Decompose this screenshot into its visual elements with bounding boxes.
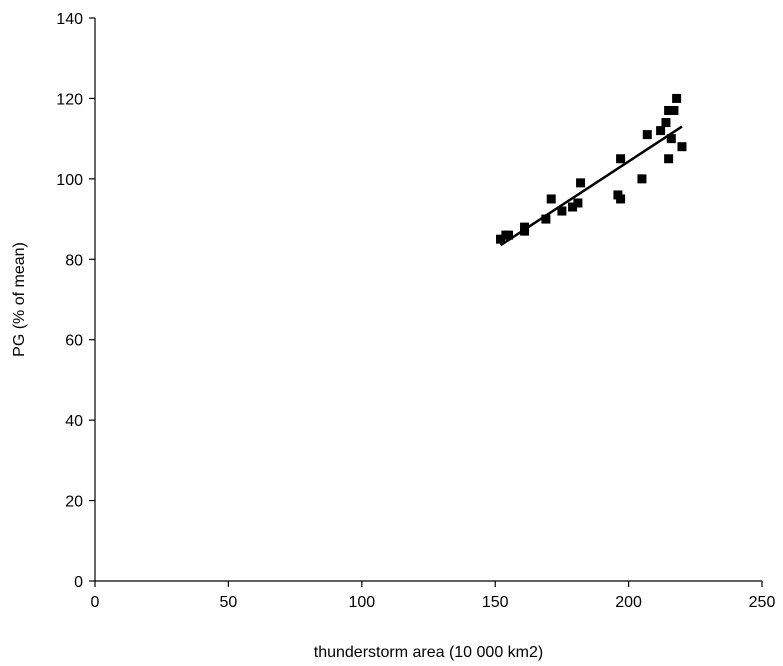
data-point bbox=[504, 230, 514, 240]
data-point bbox=[666, 134, 676, 144]
data-point bbox=[557, 206, 567, 216]
x-tick-label: 250 bbox=[749, 594, 776, 611]
data-point bbox=[568, 202, 578, 212]
data-point bbox=[616, 194, 626, 204]
y-axis-title: PG (% of mean) bbox=[11, 242, 28, 357]
data-point bbox=[573, 198, 583, 208]
data-point bbox=[637, 174, 647, 184]
data-point bbox=[541, 214, 551, 224]
x-tick-label: 150 bbox=[482, 594, 509, 611]
x-tick-label: 50 bbox=[220, 594, 238, 611]
x-tick-label: 200 bbox=[615, 594, 642, 611]
axes bbox=[94, 18, 762, 582]
data-point bbox=[616, 154, 626, 164]
x-axis-title: thunderstorm area (10 000 km2) bbox=[314, 644, 543, 661]
data-point bbox=[642, 130, 652, 140]
data-point bbox=[546, 194, 556, 204]
data-point bbox=[656, 126, 666, 136]
y-tick-label: 140 bbox=[56, 11, 83, 28]
data-point bbox=[672, 93, 682, 103]
x-tick-label: 0 bbox=[91, 594, 100, 611]
trendline-group bbox=[499, 125, 683, 247]
data-point bbox=[661, 118, 671, 128]
trendline bbox=[499, 125, 683, 247]
y-tick-label: 80 bbox=[65, 252, 83, 269]
y-tick-label: 60 bbox=[65, 333, 83, 350]
y-tick-label: 120 bbox=[56, 91, 83, 108]
data-point bbox=[576, 178, 586, 188]
data-point bbox=[677, 142, 687, 152]
data-point bbox=[520, 222, 530, 232]
y-tick-label: 100 bbox=[56, 172, 83, 189]
data-points bbox=[496, 93, 687, 244]
x-axis-ticks: 0 50 100 150 200 250 bbox=[91, 581, 776, 611]
y-tick-label: 0 bbox=[74, 574, 83, 591]
y-tick-label: 20 bbox=[65, 494, 83, 511]
y-tick-label: 40 bbox=[65, 413, 83, 430]
data-point bbox=[664, 105, 674, 115]
data-point bbox=[669, 105, 679, 115]
data-point bbox=[496, 234, 506, 244]
y-axis-ticks: 0 20 40 60 80 100 120 140 bbox=[56, 11, 95, 591]
data-point bbox=[664, 154, 674, 164]
x-tick-label: 100 bbox=[348, 594, 375, 611]
